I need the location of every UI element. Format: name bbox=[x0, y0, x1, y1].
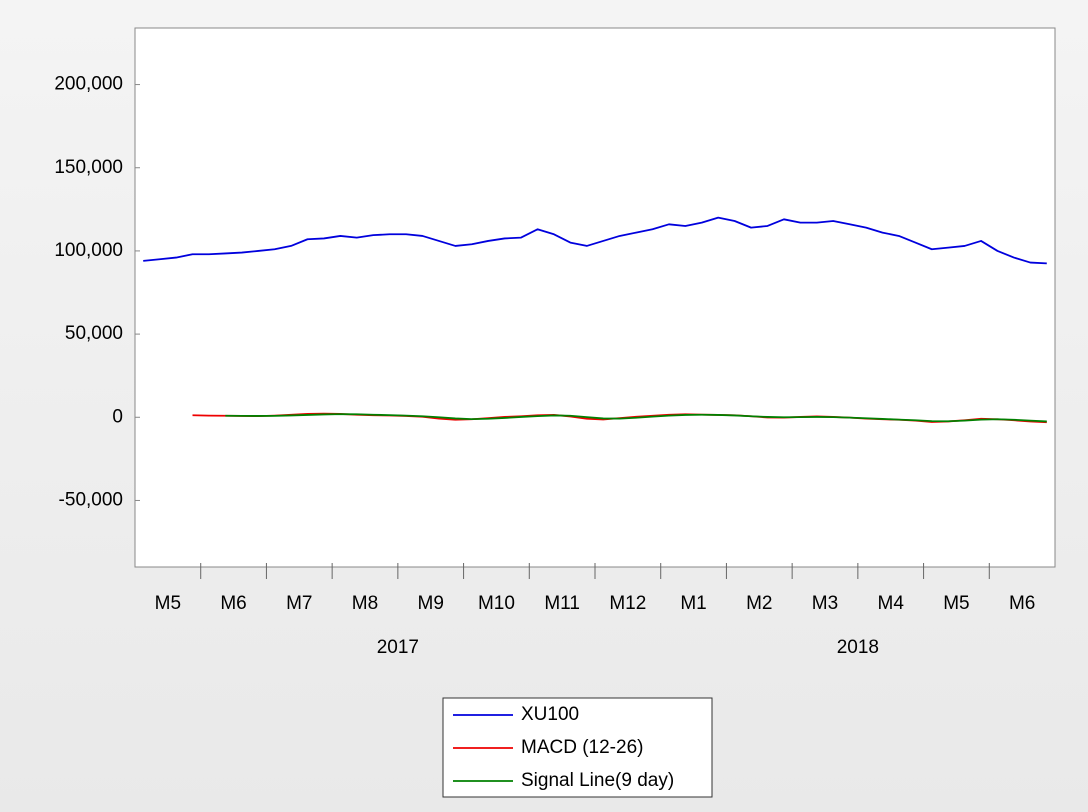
y-tick-label: -50,000 bbox=[59, 489, 123, 510]
x-tick-label: M11 bbox=[544, 593, 580, 614]
y-tick-label: 0 bbox=[112, 406, 123, 427]
legend-label: MACD (12-26) bbox=[521, 737, 643, 758]
year-label: 2018 bbox=[837, 637, 879, 658]
x-tick-label: M8 bbox=[352, 593, 378, 614]
plot-area bbox=[134, 27, 1056, 568]
x-tick-label: M12 bbox=[609, 593, 646, 614]
x-tick-label: M10 bbox=[478, 593, 515, 614]
y-tick-label: 150,000 bbox=[54, 157, 123, 178]
series-line bbox=[225, 413, 1047, 423]
series-line bbox=[143, 216, 1047, 265]
y-tick-label: 100,000 bbox=[54, 240, 123, 261]
x-tick-label: M6 bbox=[220, 593, 246, 614]
x-tick-label: M2 bbox=[746, 593, 772, 614]
year-label: 2017 bbox=[377, 637, 419, 658]
y-tick-label: 200,000 bbox=[54, 74, 123, 95]
x-tick-label: M1 bbox=[680, 593, 706, 614]
x-tick-label: M7 bbox=[286, 593, 312, 614]
legend-label: XU100 bbox=[521, 704, 579, 725]
x-tick-label: M9 bbox=[418, 593, 444, 614]
x-tick-label: M3 bbox=[812, 593, 838, 614]
x-tick-label: M6 bbox=[1009, 593, 1035, 614]
legend-label: Signal Line(9 day) bbox=[521, 770, 674, 791]
y-tick-label: 50,000 bbox=[65, 323, 123, 344]
x-tick-label: M5 bbox=[943, 593, 969, 614]
x-tick-label: M5 bbox=[155, 593, 181, 614]
x-tick-label: M4 bbox=[878, 593, 905, 614]
